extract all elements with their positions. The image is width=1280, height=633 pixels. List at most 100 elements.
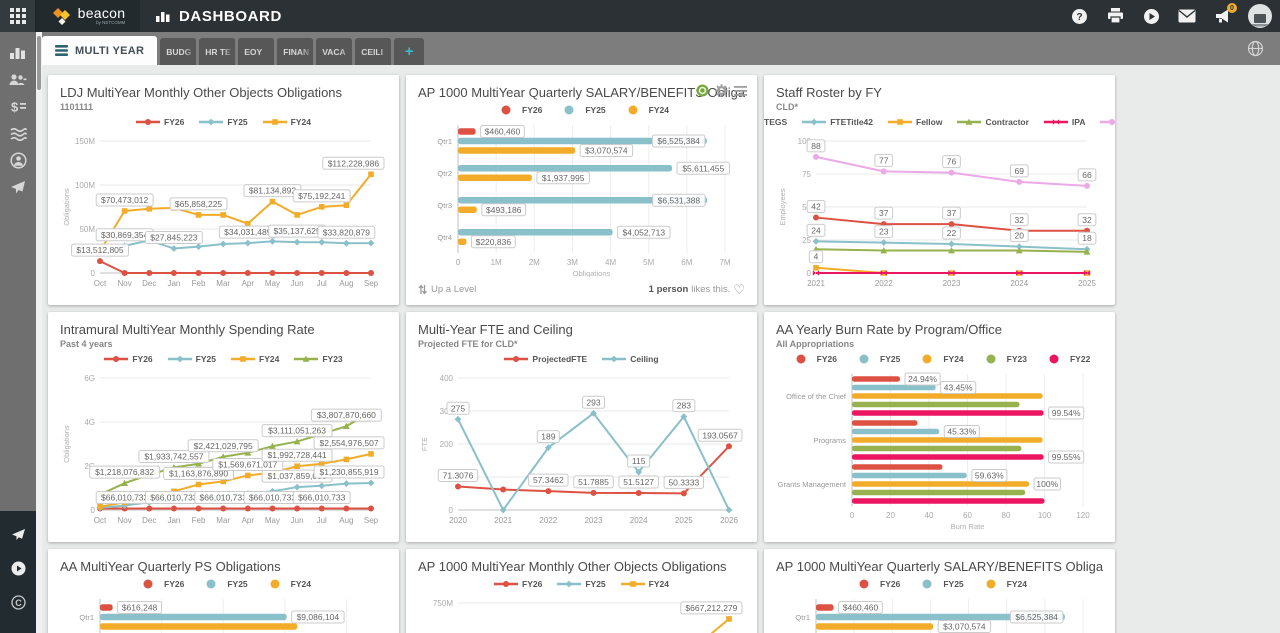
svg-text:Nov: Nov xyxy=(118,516,132,525)
legend-item[interactable]: FY23 xyxy=(979,354,1027,364)
legend-item[interactable]: Ceiling xyxy=(602,354,659,364)
svg-text:0: 0 xyxy=(850,511,855,520)
legend-label: FY24 xyxy=(290,117,311,127)
chart-subtitle: Past 4 years xyxy=(60,339,113,349)
copyright-icon[interactable]: C xyxy=(0,589,36,616)
legend-item[interactable]: IPA xyxy=(1043,117,1085,127)
chart-canvas[interactable]: 02G4G6GOctNovDecJanFebMarAprMayJunJulAug… xyxy=(60,368,387,530)
svg-text:71.3076: 71.3076 xyxy=(443,470,474,480)
legend-item[interactable]: FY24 xyxy=(979,579,1027,589)
tab-vaca[interactable]: VACA xyxy=(316,38,353,65)
tab-ceili[interactable]: CEILI xyxy=(355,38,392,65)
legend-item[interactable]: FY24 xyxy=(915,354,964,364)
legend-item[interactable]: Fellow xyxy=(888,117,942,127)
legend-item[interactable]: FY24 xyxy=(620,579,669,589)
globe-icon[interactable] xyxy=(1247,40,1264,62)
svg-text:Nov: Nov xyxy=(118,279,132,288)
legend-item[interactable]: FY26 xyxy=(494,105,542,115)
legend-item[interactable]: FY24 xyxy=(263,579,311,589)
up-a-level-button[interactable]: Up a Level xyxy=(418,284,476,295)
legend-item[interactable]: FY26 xyxy=(136,579,184,589)
svg-text:Feb: Feb xyxy=(192,279,206,288)
chart-menu-icon[interactable] xyxy=(734,85,747,96)
legend-item[interactable]: FY26 xyxy=(136,117,184,127)
legend-item[interactable]: FY25 xyxy=(557,579,606,589)
legend-item[interactable]: FY25 xyxy=(167,354,216,364)
legend-item[interactable]: Total xyxy=(1100,117,1115,127)
legend-item[interactable]: FY26 xyxy=(789,354,837,364)
mail-icon[interactable] xyxy=(1176,5,1198,27)
legend-item[interactable]: FTEGS xyxy=(764,117,787,127)
tab-multi-year[interactable]: MULTI YEAR xyxy=(42,36,158,65)
chart-card: Intramural MultiYear Monthly Spending Ra… xyxy=(48,312,399,542)
svg-text:$6,525,384: $6,525,384 xyxy=(657,136,700,146)
sidebar-item-travel[interactable] xyxy=(0,174,36,201)
legend-item[interactable]: Contractor xyxy=(957,117,1029,127)
legend-item[interactable]: FY22 xyxy=(1042,354,1090,364)
help-icon[interactable]: ? xyxy=(1068,5,1090,27)
sidebar-item-finance[interactable]: $ xyxy=(0,93,36,120)
announcements-icon[interactable]: 0 xyxy=(1212,3,1237,27)
print-icon[interactable] xyxy=(1104,5,1126,27)
svg-text:20: 20 xyxy=(886,511,895,520)
chart-legend: FTEGS FTETitle42 Fellow Contractor IPA Total xyxy=(764,113,1115,131)
chart-canvas[interactable]: 03M6M9M12MObligationsQtr1$616,248$9,086,… xyxy=(60,593,387,633)
chart-canvas[interactable]: 0 50M 100M 150M Oct Nov Dec Jan Feb Mar Apr May Jun J… xyxy=(60,131,387,293)
green-app-icon[interactable] xyxy=(696,84,709,97)
chart-canvas[interactable]: 01M2M3M4M5M6M7MObligationsQtr1$460,460$6… xyxy=(776,593,1103,633)
chart-subtitle: Projected FTE for CLD* xyxy=(418,339,518,349)
legend-item[interactable]: FY26 xyxy=(852,579,900,589)
announcements-badge: 0 xyxy=(1227,3,1237,13)
legend-item[interactable]: ProjectedFTE xyxy=(504,354,587,364)
svg-text:60: 60 xyxy=(963,511,972,520)
legend-item[interactable]: FY26 xyxy=(494,579,542,589)
svg-text:50.3333: 50.3333 xyxy=(668,477,699,487)
svg-text:37: 37 xyxy=(879,208,889,218)
legend-item[interactable]: FY25 xyxy=(557,105,606,115)
svg-text:2025: 2025 xyxy=(675,516,693,525)
scrollbar-thumb[interactable] xyxy=(37,36,41,90)
sidebar-item-funds[interactable] xyxy=(0,120,36,147)
sidebar-item-dashboards[interactable] xyxy=(0,39,36,66)
play-circle-icon[interactable] xyxy=(0,555,36,582)
legend-item[interactable]: FY23 xyxy=(294,354,343,364)
tab-budg[interactable]: BUDG xyxy=(160,38,197,65)
heart-icon[interactable]: ♡ xyxy=(733,282,745,297)
user-avatar[interactable] xyxy=(1248,4,1272,28)
chart-canvas[interactable]: 0250M500M750MOctNovDecJanFebMarAprMayJun… xyxy=(418,593,745,633)
svg-text:24.94%: 24.94% xyxy=(908,374,937,384)
add-tab-button[interactable]: + xyxy=(394,38,425,65)
legend-label: FY25 xyxy=(227,579,248,589)
sidebar-item-staff[interactable] xyxy=(0,66,36,93)
chart-canvas[interactable]: 0 20 40 60 80 100 120 Burn Rate Office of the Ch… xyxy=(776,368,1103,531)
svg-text:3M: 3M xyxy=(567,258,578,267)
content-scrollbar[interactable] xyxy=(36,32,42,633)
card-actions xyxy=(696,84,747,97)
legend-item[interactable]: FY24 xyxy=(262,117,311,127)
send-icon[interactable] xyxy=(0,521,36,548)
svg-text:Qtr1: Qtr1 xyxy=(79,613,94,622)
app-grid-button[interactable] xyxy=(0,0,36,32)
tab-hr-te[interactable]: HR TE xyxy=(199,38,236,65)
legend-item[interactable]: FY25 xyxy=(915,579,964,589)
legend-item[interactable]: FY25 xyxy=(852,354,900,364)
legend-item[interactable]: FY26 xyxy=(104,354,153,364)
settings-gear-icon[interactable] xyxy=(715,84,728,97)
video-play-icon[interactable] xyxy=(1140,5,1162,27)
svg-text:$75,192,241: $75,192,241 xyxy=(298,191,346,201)
legend-item[interactable]: FY24 xyxy=(621,105,669,115)
beacon-logo[interactable]: beacon by NETCOMM xyxy=(36,0,140,32)
tab-eoy[interactable]: EOY xyxy=(238,38,275,65)
legend-item[interactable]: FTETitle42 xyxy=(802,117,873,127)
tab-finan[interactable]: FINAN xyxy=(277,38,314,65)
sidebar-item-profile[interactable] xyxy=(0,147,36,174)
svg-text:$66,010,733: $66,010,733 xyxy=(298,493,346,503)
chart-canvas[interactable]: 0100200300400202020212022202320242025202… xyxy=(418,368,745,530)
legend-item[interactable]: FY25 xyxy=(199,117,248,127)
legend-item[interactable]: FY25 xyxy=(199,579,248,589)
legend-item[interactable]: FY24 xyxy=(231,354,279,364)
svg-text:$13,512,805: $13,512,805 xyxy=(76,245,124,255)
svg-text:69: 69 xyxy=(1015,166,1025,176)
